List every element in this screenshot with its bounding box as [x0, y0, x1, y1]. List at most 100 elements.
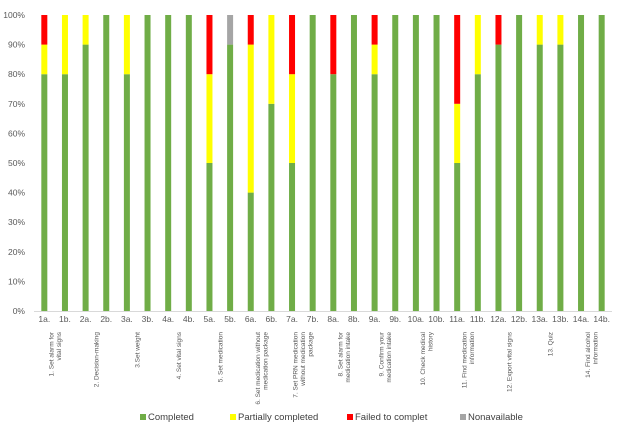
task-label-line: information — [469, 332, 476, 365]
task-label-line: 2. Decision-making — [93, 332, 100, 388]
bar-segment-12b-completed — [516, 15, 523, 311]
task-label: 1. Set alarm for vital signs — [48, 331, 63, 376]
bar-segment-5a-completed — [206, 163, 213, 311]
bar-segment-9a-partially-completed — [371, 44, 378, 75]
task-label-line: 7. Set PRN medication — [292, 332, 299, 398]
x-tick-label: 3b. — [142, 314, 154, 324]
task-label: 12. Export vital signs — [506, 331, 513, 392]
x-tick-label: 12b. — [511, 314, 528, 324]
bar-segment-2b-completed — [103, 15, 110, 311]
bar-segment-7a-failed-to-complet — [289, 15, 296, 75]
bar-segment-7a-partially-completed — [289, 74, 296, 163]
task-label-line: 1. Set alarm for — [48, 331, 55, 376]
x-tick-label: 13b. — [552, 314, 569, 324]
bar-segment-7b-completed — [309, 15, 316, 311]
bar-segment-8a-failed-to-complet — [330, 15, 337, 75]
y-tick-label: 40% — [8, 188, 25, 198]
legend: Completed Partially completed Failed to co… — [140, 412, 523, 423]
task-label-line: package — [307, 332, 314, 357]
bar-segment-12a-completed — [495, 44, 502, 311]
bar-segment-8b-completed — [350, 15, 357, 311]
bar-segment-5b-completed — [227, 44, 234, 311]
x-tick-label: 4b. — [183, 314, 195, 324]
bar-segment-1a-failed-to-complet — [41, 15, 48, 45]
bar-segment-10b-completed — [433, 15, 440, 311]
x-tick-label: 9b. — [389, 314, 401, 324]
y-tick-label: 50% — [8, 158, 25, 168]
task-label: 7. Set PRN medication without medication p… — [292, 332, 314, 398]
bar-segment-1a-completed — [41, 74, 48, 311]
task-label-line: 10. Check medical — [420, 331, 427, 385]
task-label-line: 3.Set weight — [135, 332, 142, 368]
x-tick-label: 1a. — [38, 314, 50, 324]
bar-segment-9a-failed-to-complet — [371, 15, 378, 45]
task-label: 3.Set weight — [135, 332, 142, 368]
x-tick-label: 13a. — [531, 314, 548, 324]
legend-swatch — [140, 414, 146, 420]
bar-segment-6a-failed-to-complet — [247, 15, 254, 45]
bar-segment-6a-completed — [247, 192, 254, 311]
bar-segment-12a-failed-to-complet — [495, 15, 502, 45]
bar-segment-4b-completed — [185, 15, 192, 311]
task-label-line: 8. Set alarm for — [337, 331, 344, 376]
task-label-line: 12. Export vital signs — [506, 331, 513, 392]
x-tick-label: 10a. — [408, 314, 425, 324]
task-label: 9. Confirm your medication intake — [379, 331, 394, 382]
x-tick-label: 7b. — [307, 314, 319, 324]
bar-segment-1b-completed — [61, 74, 68, 311]
bar-segment-1a-partially-completed — [41, 44, 48, 75]
task-label-line: 11. Find medication — [461, 332, 468, 389]
x-axis-ticks: 1a. 1b. 2a. 2b. 3a. 3b. 4a. 4b. 5a. 5b. 6a. 6b. 7a. 7… — [38, 314, 610, 324]
legend-swatch — [460, 414, 466, 420]
legend-item-partially-completed: Partially completed — [230, 412, 318, 423]
x-tick-label: 2a. — [80, 314, 92, 324]
bar-segment-13a-partially-completed — [536, 15, 543, 45]
bar-segment-1b-partially-completed — [61, 15, 68, 75]
x-tick-label: 6a. — [245, 314, 257, 324]
x-tick-label: 6b. — [265, 314, 277, 324]
task-label-line: 9. Confirm your — [379, 331, 386, 376]
bar-segment-13a-completed — [536, 44, 543, 311]
y-tick-label: 80% — [8, 69, 25, 79]
x-tick-label: 11b. — [470, 314, 486, 324]
x-tick-label: 9a. — [369, 314, 381, 324]
legend-swatch — [230, 414, 236, 420]
task-labels: 1. Set alarm for vital signs 2. Decision-m… — [48, 331, 599, 404]
task-label: 2. Decision-making — [93, 332, 100, 388]
task-label-line: 14. Find alcohol — [585, 331, 592, 377]
task-label-line: 13. Quiz — [548, 332, 555, 356]
bar-segment-11a-completed — [454, 163, 461, 311]
bar-segment-2a-partially-completed — [82, 15, 89, 45]
bar-segment-6b-partially-completed — [268, 15, 275, 104]
task-label-line: medication intake — [345, 332, 352, 383]
x-tick-label: 10b. — [428, 314, 445, 324]
x-tick-label: 14a. — [573, 314, 590, 324]
bar-segment-11b-completed — [474, 74, 481, 311]
bar-segment-3a-completed — [123, 74, 130, 311]
task-label: 13. Quiz — [548, 332, 555, 356]
bar-segment-2a-completed — [82, 44, 89, 311]
task-label-line: without medication — [300, 332, 307, 387]
bar-segment-11a-failed-to-complet — [454, 15, 461, 104]
bars — [41, 15, 605, 311]
legend-label: Completed — [148, 412, 194, 423]
bar-segment-10a-completed — [412, 15, 419, 311]
y-tick-label: 0% — [13, 306, 26, 316]
bar-segment-4a-completed — [165, 15, 172, 311]
task-label: 6. Set medication without medication pack… — [255, 332, 270, 405]
bar-segment-13b-partially-completed — [557, 15, 564, 45]
task-label: 10. Check medical history — [420, 331, 435, 385]
bar-segment-9a-completed — [371, 74, 378, 311]
bar-segment-14b-completed — [598, 15, 605, 311]
x-tick-label: 14b. — [593, 314, 610, 324]
task-label: 5. Set medication — [217, 332, 224, 383]
task-label-line: 5. Set medication — [217, 332, 224, 383]
task-label: 4. Set vital signs — [176, 331, 183, 379]
x-tick-label: 5a. — [204, 314, 216, 324]
legend-swatch — [347, 414, 353, 420]
x-tick-label: 8b. — [348, 314, 360, 324]
task-label-line: history — [427, 331, 434, 351]
bar-segment-11a-partially-completed — [454, 103, 461, 163]
bar-segment-3a-partially-completed — [123, 15, 130, 75]
bar-segment-8a-completed — [330, 74, 337, 311]
